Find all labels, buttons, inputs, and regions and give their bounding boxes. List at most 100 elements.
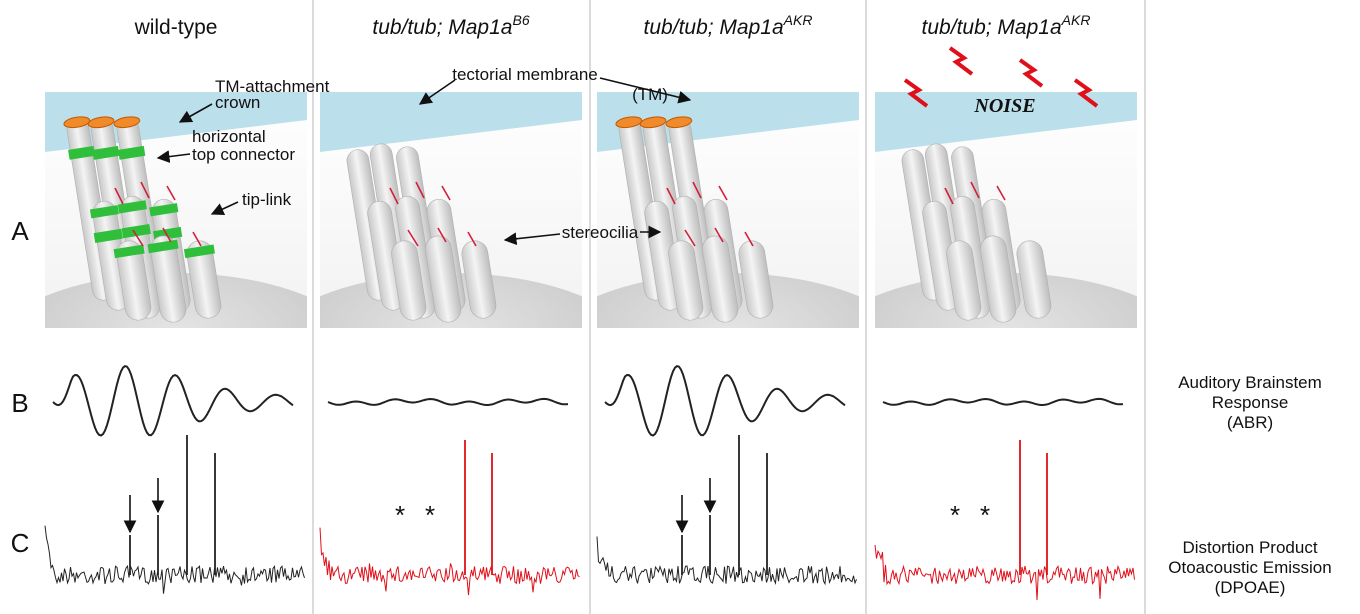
asterisk: * <box>950 500 960 530</box>
stereocilium <box>668 240 704 321</box>
tip-link <box>718 185 728 201</box>
dpoae-noise <box>874 544 1135 601</box>
tip-link <box>415 181 425 199</box>
attachment-crown <box>87 116 115 129</box>
top-connector <box>89 205 119 219</box>
abr-trace <box>882 397 1124 406</box>
asterisk: * <box>395 500 405 530</box>
top-connector <box>93 228 123 244</box>
top-connector <box>121 223 151 239</box>
stereocilium-body <box>425 235 462 323</box>
stereocilium-body <box>668 240 704 321</box>
title-main: wild-type <box>134 16 218 39</box>
side-label: (ABR) <box>1227 413 1273 432</box>
arrow <box>599 77 692 104</box>
tip-link <box>996 185 1006 201</box>
side-label: Auditory Brainstem <box>1178 373 1322 392</box>
title-main: tub/tub; Map1a <box>644 16 784 39</box>
dpoae-noise <box>44 525 305 594</box>
abr-trace <box>327 397 569 406</box>
annotation: horizontal <box>192 127 266 146</box>
tip-link <box>114 187 124 205</box>
noise-label: NOISE <box>973 95 1035 117</box>
arrow <box>503 232 561 246</box>
annotation: top connector <box>192 145 295 164</box>
column-title: tub/tub; Map1aAKR <box>922 12 1091 39</box>
tip-link <box>744 231 754 247</box>
attachment-crown <box>113 116 141 129</box>
top-connector <box>117 200 147 214</box>
top-connector <box>113 244 145 259</box>
arrow <box>418 79 456 105</box>
tip-link <box>192 231 202 247</box>
attachment-crown <box>639 116 667 129</box>
stereocilium-body <box>116 240 152 321</box>
tip-link <box>162 227 172 243</box>
noise-zigzag <box>948 46 974 76</box>
stereocilium-body <box>1016 240 1052 319</box>
stereocilium <box>980 235 1017 323</box>
stereocilium <box>183 240 222 319</box>
title-main: tub/tub; Map1a <box>372 16 512 39</box>
tip-link <box>407 229 419 247</box>
asterisk: * <box>980 500 990 530</box>
arrow <box>210 201 239 215</box>
side-label: Distortion Product <box>1182 538 1317 557</box>
tip-link <box>714 227 724 243</box>
top-connector <box>183 244 215 259</box>
stereocilium <box>147 235 187 323</box>
top-connector <box>118 145 146 160</box>
tip-link <box>467 231 477 247</box>
annotation: crown <box>215 93 260 112</box>
top-connector <box>149 203 179 217</box>
stereocilium <box>113 240 152 321</box>
stereocilium <box>702 235 739 323</box>
abr-trace <box>52 364 294 437</box>
arrow <box>178 103 213 123</box>
attachment-crown <box>63 116 91 129</box>
tip-link <box>166 185 176 201</box>
stereocilia-panel <box>45 90 307 328</box>
stereocilia-panel <box>597 90 859 328</box>
abr-trace <box>604 364 846 437</box>
noise-zigzag <box>1018 58 1044 88</box>
stereocilium-body <box>150 235 187 323</box>
column-title: tub/tub; Map1aB6 <box>372 12 529 39</box>
noise-zigzag <box>1073 78 1099 108</box>
stereocilia-panel <box>320 90 582 328</box>
row-label: B <box>11 388 28 418</box>
stereocilium <box>1016 240 1052 319</box>
annotation: stereocilia <box>562 223 639 242</box>
annotation: (TM) <box>632 85 668 104</box>
stereocilium-body <box>980 235 1017 323</box>
attachment-crown <box>615 116 643 129</box>
stereocilium <box>425 235 462 323</box>
tectorial-membrane <box>875 92 1137 152</box>
stereocilia-panel <box>875 90 1137 328</box>
tip-link <box>684 229 696 247</box>
stereocilium-body <box>702 235 739 323</box>
tip-link <box>132 229 144 247</box>
attachment-crown <box>665 116 693 129</box>
title-superscript: B6 <box>512 12 529 28</box>
tip-link <box>441 185 451 201</box>
stereocilium <box>946 240 982 321</box>
tip-link <box>140 181 150 199</box>
top-connector <box>92 145 120 160</box>
tip-link <box>666 187 676 205</box>
tip-link <box>692 181 702 199</box>
tip-link <box>944 187 954 205</box>
asterisk: * <box>425 500 435 530</box>
title-main: tub/tub; Map1a <box>922 16 1062 39</box>
annotation: tip-link <box>242 190 292 209</box>
tip-link <box>437 227 447 243</box>
tectorial-membrane <box>320 92 582 152</box>
stereocilium-body <box>391 240 427 321</box>
row-label: C <box>11 528 30 558</box>
annotation: tectorial membrane <box>452 65 598 84</box>
dpoae-noise <box>319 527 580 596</box>
stereocilium <box>391 240 427 321</box>
row-label: A <box>11 216 29 246</box>
title-superscript: AKR <box>783 12 813 28</box>
